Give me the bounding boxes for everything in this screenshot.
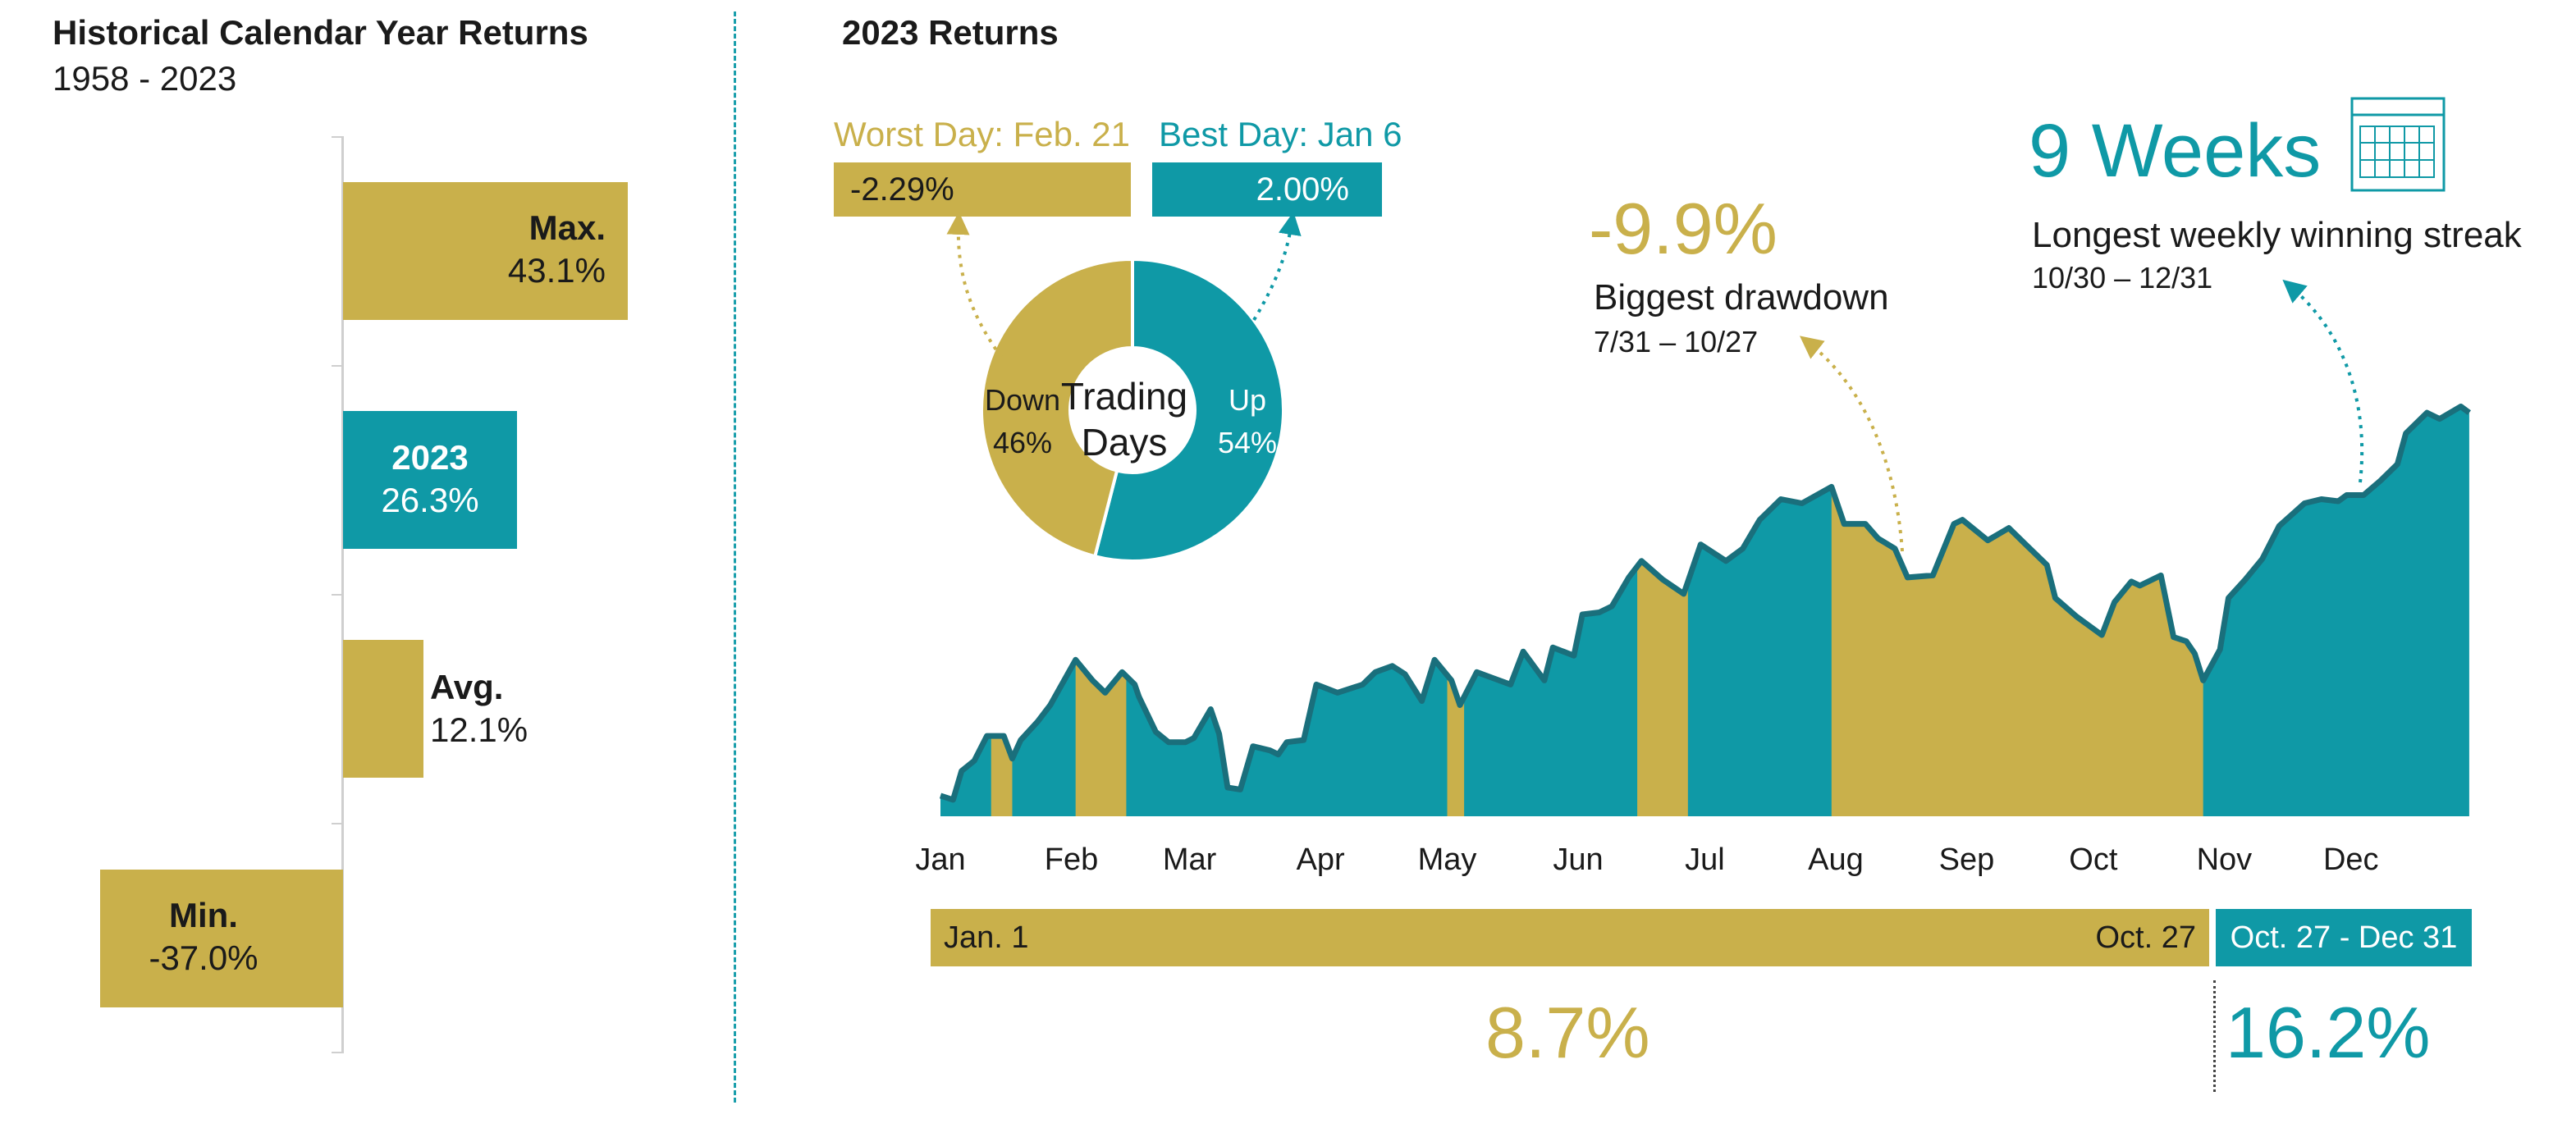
area-gold-segment <box>1075 406 1127 816</box>
bar-max-label: Max. 43.1% <box>343 207 606 292</box>
bar-2023-label: 2023 26.3% <box>343 436 517 522</box>
bar-min <box>100 870 343 1007</box>
x-tick-label: Jul <box>1685 843 1725 877</box>
x-tick-label: Sep <box>1939 843 1995 877</box>
x-tick-label: Jan <box>915 843 965 877</box>
x-tick-label: Dec <box>2323 843 2379 877</box>
bar-min-label: Min. -37.0% <box>100 894 307 980</box>
bar-max <box>343 182 628 320</box>
best-day-value: 2.00% <box>1152 162 1382 217</box>
streak-dates: 10/30 – 12/31 <box>2032 261 2213 295</box>
donut-center-line1: Trading <box>1060 375 1188 418</box>
donut-slice-up <box>1092 257 1285 563</box>
period-1-end: Oct. 27 <box>2095 920 2197 955</box>
donut-up-name: Up <box>1228 383 1267 417</box>
donut-slice-down <box>980 257 1134 559</box>
axis-tick <box>332 365 343 367</box>
bar-avg-name: Avg. <box>430 668 504 706</box>
axis-tick <box>332 136 343 138</box>
right-title: 2023 Returns <box>842 13 1059 52</box>
calendar-icon <box>2350 97 2446 192</box>
trading-days-donut <box>980 257 1285 563</box>
left-title: Historical Calendar Year Returns <box>53 13 588 52</box>
month-ticks: Jan Feb Mar Apr May Jun Jul Aug Sep Oct Nov Dec <box>915 843 2378 877</box>
bar-avg-value: 12.1% <box>430 710 528 749</box>
section-divider <box>734 11 736 1103</box>
left-subtitle: 1958 - 2023 <box>53 59 237 98</box>
best-day-label: Best Day: Jan 6 <box>1159 115 1402 153</box>
axis-tick <box>332 1052 343 1053</box>
donut-down-pct: 46% <box>992 426 1053 459</box>
bar-2023 <box>343 411 517 549</box>
worst-day-value: -2.29% <box>834 162 1131 217</box>
bar-2023-name: 2023 <box>391 438 469 477</box>
period-divider <box>2213 980 2216 1092</box>
donut-up-label: Up 54% <box>1206 379 1288 464</box>
x-tick-label: Apr <box>1297 843 1345 877</box>
area-teal <box>940 406 2469 816</box>
area-gold-segment <box>1831 406 2203 816</box>
x-tick-label: Jun <box>1553 843 1603 877</box>
best-day-arrow <box>1252 212 1302 322</box>
worst-day-arrow <box>946 212 1003 358</box>
period-1-return: 8.7% <box>1485 992 1650 1073</box>
x-tick-label: May <box>1418 843 1477 877</box>
bar-min-value: -37.0% <box>149 938 259 977</box>
price-line <box>939 404 2471 803</box>
streak-value: 9 Weeks <box>2029 109 2322 193</box>
streak-arrow <box>2282 279 2364 483</box>
drawdown-dates: 7/31 – 10/27 <box>1594 325 1759 358</box>
calendar-returns-chart: Max. 43.1% 2023 26.3% Avg. 12.1% Min. -3… <box>0 0 730 1128</box>
area-gold-segment <box>1447 406 1465 816</box>
axis-tick <box>332 594 343 596</box>
x-tick-label: Aug <box>1808 843 1864 877</box>
x-tick-label: Nov <box>2197 843 2253 877</box>
worst-day-label: Worst Day: Feb. 21 <box>834 115 1131 153</box>
donut-center-line2: Days <box>1081 421 1168 464</box>
donut-center-label: Trading Days <box>1009 373 1239 465</box>
period-1-start: Jan. 1 <box>944 920 1029 955</box>
bar-avg-label: Avg. 12.1% <box>430 666 528 751</box>
period-2-range: Oct. 27 - Dec 31 <box>2216 909 2472 966</box>
streak-label: Longest weekly winning streak <box>2032 215 2522 255</box>
period-2-return: 16.2% <box>2226 992 2431 1073</box>
x-tick-label: Feb <box>1045 843 1098 877</box>
period-bar-1 <box>931 909 2209 966</box>
drawdown-arrow <box>1800 336 1904 552</box>
area-gold-segment <box>1637 406 1688 816</box>
donut-down-label: Down 46% <box>981 379 1064 464</box>
donut-up-pct: 54% <box>1217 426 1278 459</box>
bar-avg <box>343 640 423 778</box>
x-tick-label: Oct <box>2069 843 2118 877</box>
bar-max-value: 43.1% <box>507 251 606 290</box>
axis-tick <box>332 823 343 824</box>
bar-max-name: Max. <box>528 208 606 247</box>
drawdown-value: -9.9% <box>1589 188 1778 269</box>
drawdown-label: Biggest drawdown <box>1594 277 1889 317</box>
bar-2023-value: 26.3% <box>381 481 479 519</box>
donut-down-name: Down <box>984 383 1061 417</box>
bar-min-name: Min. <box>169 896 238 934</box>
x-tick-label: Mar <box>1163 843 1217 877</box>
